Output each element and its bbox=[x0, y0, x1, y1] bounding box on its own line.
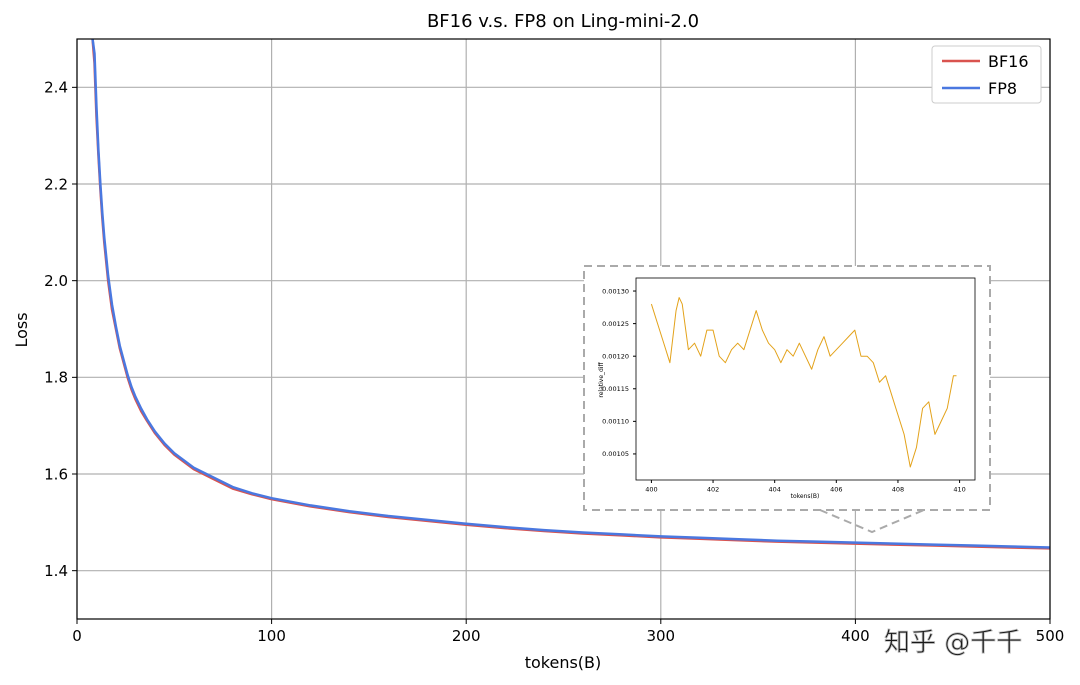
x-tick-label: 100 bbox=[257, 627, 286, 645]
main-y-ticks: 1.4 1.6 1.8 2.0 2.2 2.4 bbox=[44, 79, 77, 580]
x-tick-label: 0 bbox=[72, 627, 82, 645]
chart-title: BF16 v.s. FP8 on Ling-mini-2.0 bbox=[427, 11, 699, 32]
series-line-series-0 bbox=[650, 297, 957, 468]
inset-plot-frame bbox=[635, 277, 976, 481]
inset-y-axis-label: relative_diff bbox=[598, 362, 605, 398]
y-tick-label: 1.4 bbox=[44, 562, 68, 580]
x-tick-label: 410 bbox=[953, 486, 965, 494]
x-axis-label: tokens(B) bbox=[525, 653, 602, 672]
y-tick-label: 1.6 bbox=[44, 465, 68, 483]
inset-series-line bbox=[650, 297, 957, 468]
x-tick-label: 500 bbox=[1036, 627, 1065, 645]
inset-x-ticks: 400 402 404 406 408 410 bbox=[645, 480, 966, 494]
inset-chart: 400 402 404 406 408 410 0.00105 0.00110 0.00115… bbox=[598, 277, 976, 500]
x-tick-label: 406 bbox=[830, 486, 842, 494]
legend: BF16 FP8 bbox=[931, 45, 1042, 104]
inset-x-axis-label: tokens(B) bbox=[791, 493, 820, 500]
inset-pointer bbox=[819, 509, 925, 534]
x-tick-label: 400 bbox=[645, 486, 657, 494]
y-tick-label: 2.0 bbox=[44, 272, 68, 290]
y-tick-label: 2.2 bbox=[44, 175, 68, 193]
y-tick-label: 0.00120 bbox=[602, 352, 629, 360]
series-line-fp8 bbox=[91, 38, 1051, 549]
x-tick-label: 400 bbox=[841, 627, 870, 645]
y-tick-label: 0.00130 bbox=[602, 287, 629, 295]
plot-frame bbox=[76, 38, 1051, 620]
main-x-ticks: 0 100 200 300 400 500 bbox=[72, 619, 1064, 645]
main-series-lines bbox=[91, 38, 1051, 550]
legend-label-bf16: BF16 bbox=[988, 52, 1029, 71]
x-tick-label: 300 bbox=[646, 627, 675, 645]
x-tick-label: 402 bbox=[707, 486, 719, 494]
inset-y-ticks: 0.00105 0.00110 0.00115 0.00120 0.00125 0.001… bbox=[602, 287, 636, 458]
x-tick-label: 200 bbox=[452, 627, 481, 645]
y-axis-label: Loss bbox=[12, 312, 31, 347]
y-tick-label: 0.00105 bbox=[602, 450, 629, 458]
y-tick-label: 0.00125 bbox=[602, 320, 629, 328]
y-tick-label: 1.8 bbox=[44, 369, 68, 387]
y-tick-label: 0.00110 bbox=[602, 418, 629, 426]
y-tick-label: 2.4 bbox=[44, 79, 68, 97]
x-tick-label: 408 bbox=[892, 486, 904, 494]
legend-label-fp8: FP8 bbox=[988, 79, 1017, 98]
x-tick-label: 404 bbox=[768, 486, 780, 494]
inset-callout: 400 402 404 406 408 410 0.00105 0.00110 0.00115… bbox=[583, 265, 991, 534]
watermark-text: 知乎 @千千 bbox=[884, 628, 1022, 658]
y-tick-label: 0.00115 bbox=[602, 385, 629, 393]
